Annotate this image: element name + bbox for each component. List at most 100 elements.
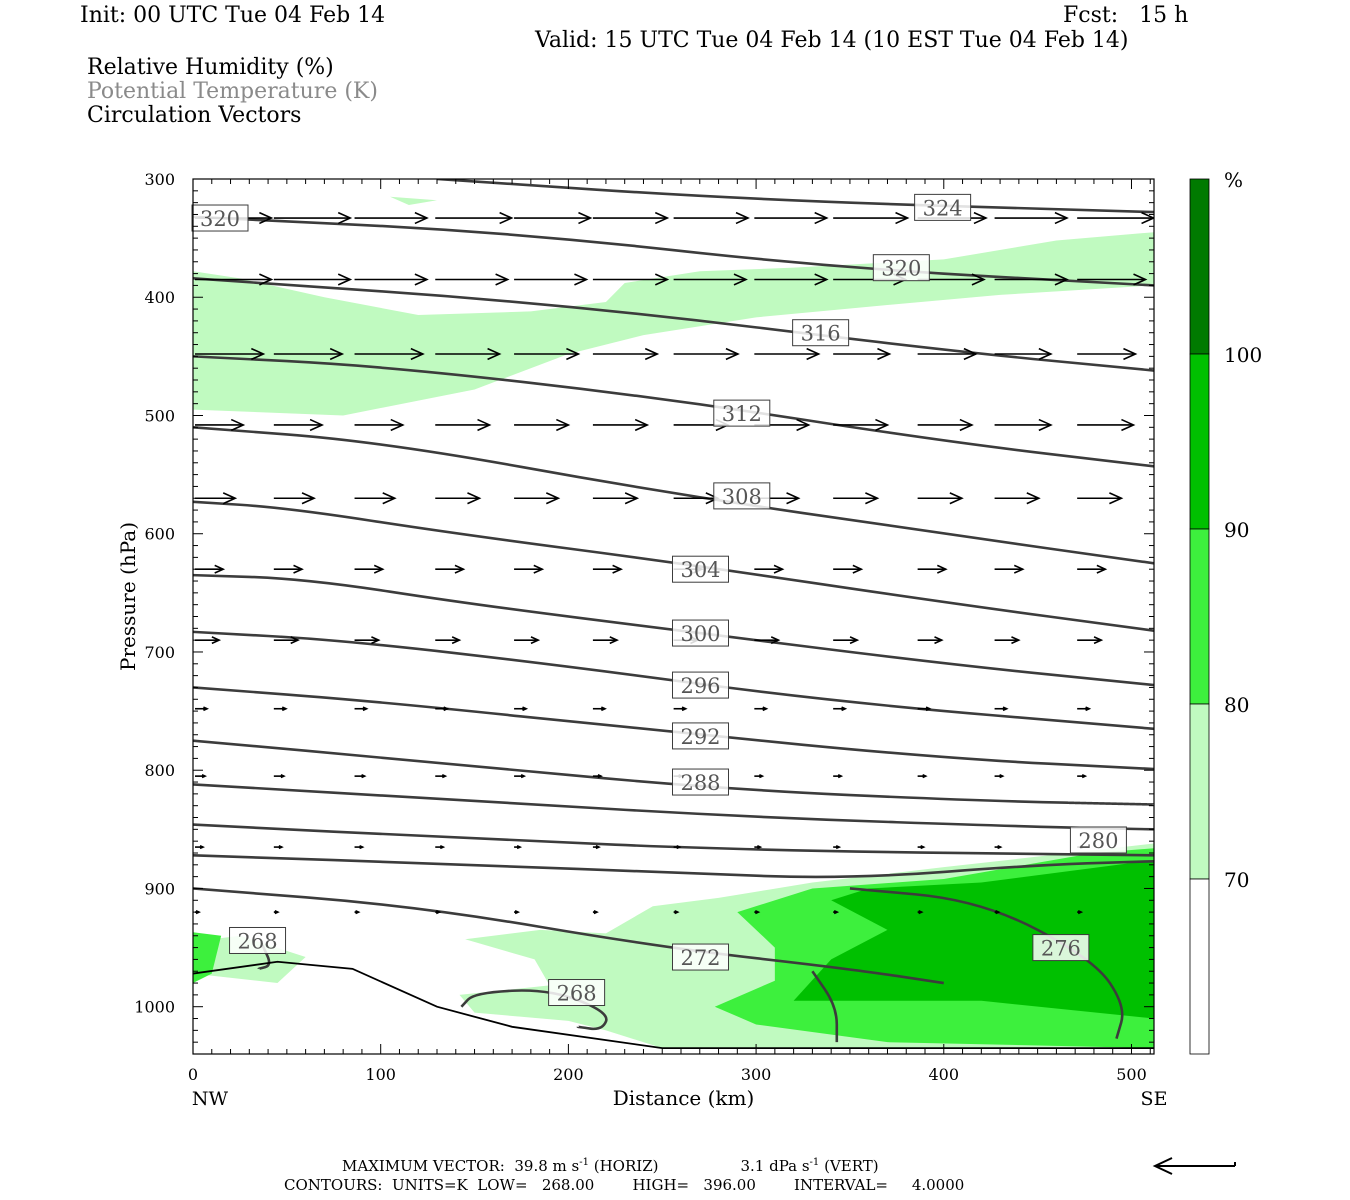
contour-label-text: 308 [722, 485, 762, 509]
vector-head [624, 492, 640, 505]
vector-head [875, 418, 890, 432]
circulation-vector [435, 636, 462, 645]
contour-label: 312 [713, 399, 771, 427]
theta-contour [193, 426, 1154, 565]
x-tick-label: 400 [929, 1065, 960, 1084]
contour-label-text: 320 [200, 207, 240, 231]
contour-label-text: 296 [680, 674, 720, 698]
vector-head [280, 774, 286, 779]
vector-head [999, 774, 1005, 779]
circulation-vector [754, 347, 821, 361]
circulation-vector [592, 273, 670, 286]
theta-contour [811, 970, 839, 1043]
reference-vector-icon [1152, 1157, 1236, 1175]
rh-region-70 [390, 196, 438, 206]
vector-head [477, 418, 492, 432]
circulation-vector [917, 492, 964, 505]
vector-head [877, 347, 892, 361]
circulation-vector [994, 347, 1053, 361]
vector-head [410, 347, 425, 361]
circulation-vector [273, 774, 286, 779]
vector-head [773, 564, 785, 574]
circulation-vector [354, 418, 405, 432]
y-tick-label: 400 [144, 288, 175, 307]
circulation-vector [1077, 636, 1104, 645]
vert-label: (VERT) [819, 1157, 879, 1175]
vector-head [199, 844, 205, 850]
circulation-vector [592, 636, 619, 645]
contour-label: 316 [792, 319, 850, 347]
colorbar-unit: % [1224, 168, 1243, 192]
contour-label: 288 [672, 768, 729, 796]
x-tick-label: 0 [188, 1065, 198, 1084]
vector-head [865, 492, 880, 505]
vector-head [1109, 492, 1124, 505]
circulation-vector [1077, 418, 1136, 432]
init-label: Init: 00 UTC Tue 04 Feb 14 [80, 3, 386, 28]
valid-time: Valid: 15 UTC Tue 04 Feb 14 (10 EST Tue … [535, 28, 1129, 53]
vector-head [516, 844, 523, 850]
contour-label-text: 312 [722, 402, 762, 426]
circulation-vector [354, 211, 429, 225]
vector-head [230, 418, 246, 432]
circulation-vector [994, 636, 1021, 645]
y-tick-label: 800 [144, 761, 175, 780]
circulation-vector [514, 706, 529, 712]
circulation-vector [435, 844, 446, 850]
contour-label-box [548, 979, 606, 1007]
circulation-vector [592, 774, 603, 779]
colorbar-label: 90 [1224, 518, 1249, 542]
vector-head [293, 564, 304, 574]
circulation-vector [354, 774, 367, 779]
vector-head [355, 910, 361, 915]
contour-label-box [792, 319, 850, 347]
circulation-vector [592, 492, 640, 505]
circulation-vector [514, 273, 589, 286]
y-tick-label: 600 [144, 525, 175, 544]
x-tick-label: 500 [1116, 1065, 1147, 1084]
vector-head [1121, 418, 1136, 432]
circulation-vector [994, 492, 1041, 505]
circulation-vector [833, 910, 840, 915]
circulation-vector [917, 564, 948, 574]
circulation-vector [273, 636, 300, 645]
vector-head [301, 492, 316, 505]
circulation-vector [673, 211, 750, 225]
vector-head [1077, 910, 1084, 915]
vector-head [654, 211, 670, 225]
vector-head [971, 273, 986, 286]
vector-head [759, 774, 765, 779]
contour-label-box [672, 555, 729, 583]
horiz-label: (HORIZ) [588, 1157, 659, 1175]
vector-head [920, 844, 926, 850]
circulation-vector [754, 636, 781, 645]
vector-head [203, 706, 210, 712]
circulation-vector [195, 774, 207, 779]
circulation-vector [917, 636, 944, 645]
vector-head [837, 774, 844, 779]
contour-label-box [229, 926, 287, 954]
vector-head [918, 910, 924, 915]
circulation-vector [917, 347, 978, 361]
theta-contour [193, 823, 1154, 857]
circulation-vector [673, 273, 748, 286]
vector-head [593, 910, 599, 915]
contour-label: 276 [1032, 934, 1090, 962]
circulation-vector [354, 844, 365, 850]
circulation-vector [435, 273, 510, 286]
rh-region-70 [193, 935, 306, 984]
vector-head [566, 347, 581, 361]
vector-head [634, 418, 650, 432]
contour-label-text: 268 [557, 982, 597, 1006]
circulation-vector [754, 564, 785, 574]
circulation-vector [354, 347, 425, 361]
vector-head [949, 492, 964, 505]
vector-head [337, 273, 353, 286]
circulation-vector [994, 844, 1003, 850]
circulation-vector [435, 774, 448, 779]
contour-label: 292 [672, 722, 729, 750]
circulation-vector [273, 492, 316, 505]
vector-head [1054, 211, 1069, 225]
circulation-vector [994, 273, 1069, 286]
vector-head [963, 347, 978, 361]
